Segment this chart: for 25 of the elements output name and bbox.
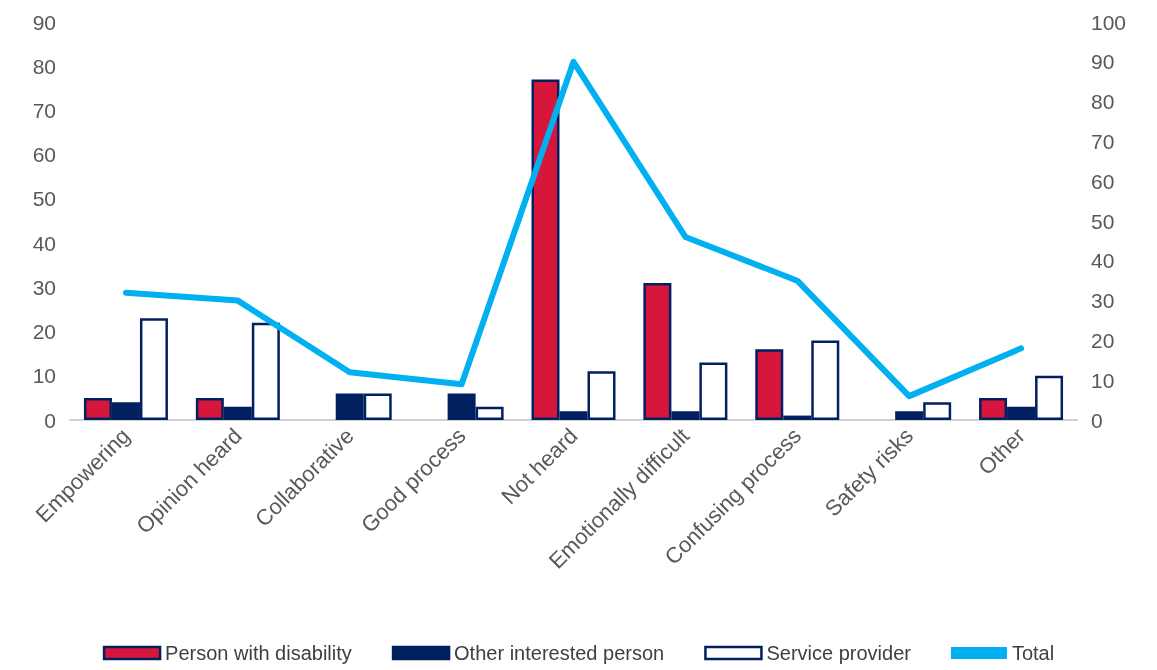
legend-label: Other interested person (454, 642, 665, 664)
y-tick-label: 30 (32, 275, 56, 299)
y2-tick-label: 30 (1091, 289, 1115, 313)
y2-tick-label: 60 (1091, 169, 1115, 193)
y-tick-label: 40 (32, 231, 56, 255)
legend-label: Service provider (766, 642, 912, 664)
y-tick-label: 10 (32, 364, 56, 388)
y-tick-label: 0 (44, 408, 56, 432)
y2-tick-label: 80 (1091, 90, 1115, 114)
y-tick-label: 80 (32, 54, 56, 78)
legend-label: Total (1011, 642, 1055, 664)
y-tick-label: 60 (32, 143, 56, 167)
y2-tick-label: 100 (1091, 10, 1127, 34)
y-tick-label: 20 (32, 320, 56, 344)
y2-tick-label: 10 (1091, 368, 1115, 392)
y2-tick-label: 40 (1091, 249, 1115, 273)
y2-tick-label: 70 (1091, 129, 1115, 153)
y2-tick-label: 90 (1091, 50, 1115, 74)
y2-tick-label: 20 (1091, 328, 1115, 352)
y-tick-label: 90 (32, 10, 56, 34)
legend-label: Person with disability (165, 642, 352, 664)
y-tick-label: 70 (32, 98, 56, 122)
y-tick-label: 50 (32, 187, 56, 211)
y2-tick-label: 0 (1091, 408, 1103, 432)
y2-tick-label: 50 (1091, 209, 1115, 233)
